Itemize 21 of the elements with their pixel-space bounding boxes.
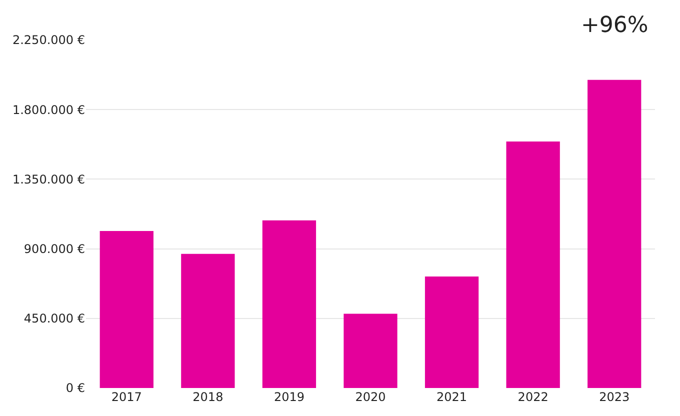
bar xyxy=(100,231,154,388)
y-tick-label: 900.000 € xyxy=(24,242,85,256)
y-tick-label: 0 € xyxy=(66,381,85,396)
y-tick-label: 450.000 € xyxy=(24,312,85,326)
text: +96% xyxy=(581,13,648,38)
y-tick-label: 2.250.000 € xyxy=(12,33,85,48)
x-tick-label: 2017 xyxy=(111,390,142,404)
bar xyxy=(262,220,316,388)
y-tick-label: 1.800.000 € xyxy=(12,102,85,117)
y-tick-label: 1.350.000 € xyxy=(12,172,85,186)
bar xyxy=(424,276,479,388)
bar xyxy=(588,80,642,388)
bar xyxy=(344,314,398,388)
bar xyxy=(181,254,235,388)
x-tick-label: 2019 xyxy=(274,390,304,404)
x-tick-label: 2018 xyxy=(192,390,224,404)
x-tick-label: 2020 xyxy=(355,390,386,404)
x-tick-label: 2023 xyxy=(599,390,630,404)
x-tick-label: 2021 xyxy=(436,390,468,404)
bar xyxy=(506,141,560,388)
x-tick-label: 2022 xyxy=(518,390,548,404)
